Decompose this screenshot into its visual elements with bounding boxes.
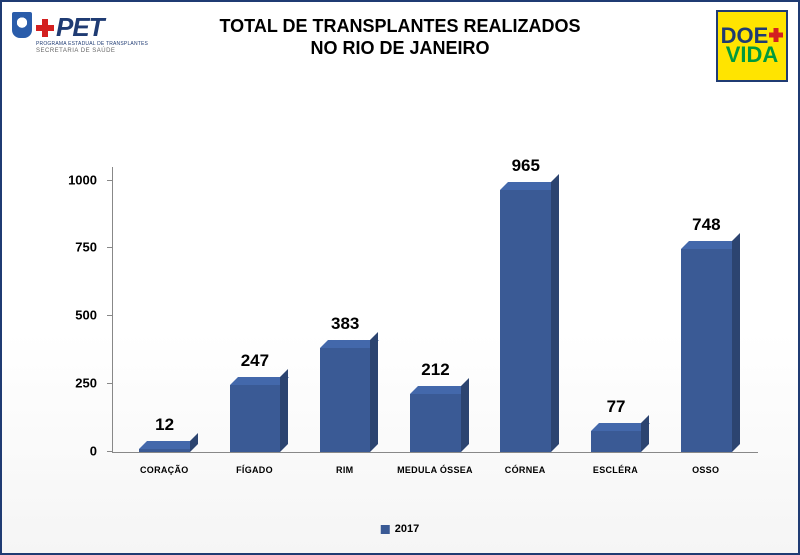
- y-tick-label: 250: [75, 376, 97, 391]
- bar-value-label: 748: [692, 215, 720, 235]
- bars-container: 12 247 383 212 965 77 748: [113, 167, 758, 452]
- bar: 965: [500, 190, 551, 452]
- header: PET PROGRAMA ESTADUAL DE TRANSPLANTES SE…: [2, 2, 798, 92]
- y-tick: 750: [107, 247, 758, 248]
- bar-value-label: 383: [331, 314, 359, 334]
- bar-face: [591, 431, 642, 452]
- bar-face: [410, 394, 461, 452]
- slide-title: TOTAL DE TRANSPLANTES REALIZADOS NO RIO …: [2, 16, 798, 59]
- bar: 77: [591, 431, 642, 452]
- bar-slot: 77: [571, 167, 661, 452]
- y-tick: 250: [107, 383, 758, 384]
- bar-side-face: [641, 415, 649, 452]
- y-tick-label: 1000: [68, 172, 97, 187]
- bar: 748: [681, 249, 732, 452]
- x-axis-label: ESCLÉRA: [570, 465, 660, 475]
- legend-series-label: 2017: [395, 523, 419, 535]
- plus-icon: [769, 28, 783, 42]
- bar-slot: 12: [119, 167, 209, 452]
- bar-side-face: [551, 174, 559, 452]
- legend-swatch: [381, 525, 390, 534]
- bar-slot: 247: [210, 167, 300, 452]
- bar-value-label: 965: [512, 156, 540, 176]
- x-axis-label: CORAÇÃO: [119, 465, 209, 475]
- y-tick: 1000: [107, 180, 758, 181]
- title-line-2: NO RIO DE JANEIRO: [2, 38, 798, 60]
- x-axis-label: CÓRNEA: [480, 465, 570, 475]
- y-tick: 0: [107, 451, 758, 452]
- x-axis-label: OSSO: [661, 465, 751, 475]
- bar-side-face: [190, 433, 198, 452]
- bar: 247: [230, 385, 281, 452]
- y-tick-label: 750: [75, 240, 97, 255]
- bar-top-face: [410, 386, 469, 394]
- title-line-1: TOTAL DE TRANSPLANTES REALIZADOS: [2, 16, 798, 38]
- bar: 212: [410, 394, 461, 452]
- bar: 383: [320, 348, 371, 452]
- bar-side-face: [732, 233, 740, 452]
- y-tick: 500: [107, 315, 758, 316]
- y-tick-label: 500: [75, 308, 97, 323]
- bar-face: [230, 385, 281, 452]
- bar-face: [500, 190, 551, 452]
- bar-value-label: 77: [607, 397, 626, 417]
- x-axis-label: MEDULA ÓSSEA: [390, 465, 480, 475]
- logo-doe-vida: DOE VIDA: [716, 10, 788, 82]
- bar-face: [320, 348, 371, 452]
- x-axis-labels: CORAÇÃOFÍGADORIMMEDULA ÓSSEACÓRNEAESCLÉR…: [112, 465, 758, 475]
- bar-chart: 12 247 383 212 965 77 748 0 250 500 750 1000 CORAÇ…: [52, 132, 768, 493]
- y-tick-label: 0: [90, 444, 97, 459]
- bar-value-label: 247: [241, 351, 269, 371]
- bar-side-face: [370, 332, 378, 452]
- bar-side-face: [461, 378, 469, 452]
- plot-area: 1224738321296577748 02505007501000: [112, 167, 758, 453]
- vida-text: VIDA: [726, 46, 779, 65]
- slide-frame: PET PROGRAMA ESTADUAL DE TRANSPLANTES SE…: [0, 0, 800, 555]
- bar-value-label: 12: [155, 415, 174, 435]
- x-axis-label: FÍGADO: [209, 465, 299, 475]
- x-axis-label: RIM: [300, 465, 390, 475]
- bar-side-face: [280, 369, 288, 452]
- bar-slot: 965: [481, 167, 571, 452]
- bar-value-label: 212: [421, 360, 449, 380]
- bar-face: [681, 249, 732, 452]
- bar-slot: 383: [300, 167, 390, 452]
- chart-legend: 2017: [381, 523, 419, 535]
- bar-slot: 212: [390, 167, 480, 452]
- bar-slot: 748: [661, 167, 751, 452]
